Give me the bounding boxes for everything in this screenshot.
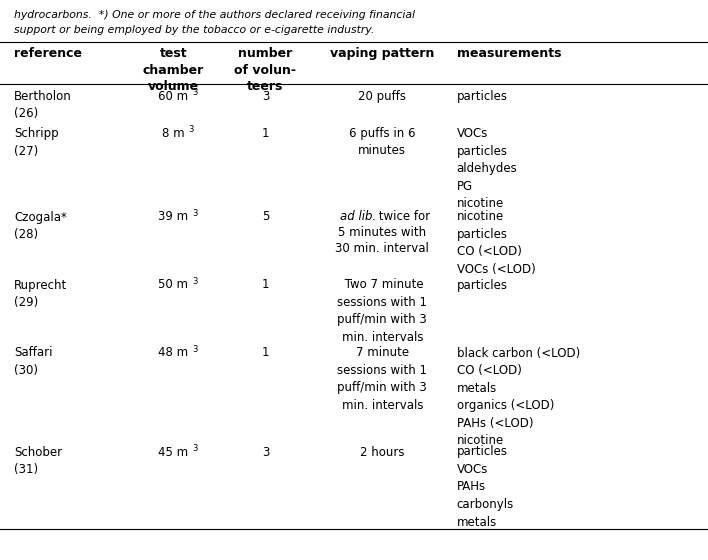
Text: support or being employed by the tobacco or e-cigarette industry.: support or being employed by the tobacco… [14, 25, 375, 35]
Text: particles: particles [457, 90, 508, 103]
Text: Ruprecht
(29): Ruprecht (29) [14, 278, 67, 309]
Text: 3: 3 [193, 208, 198, 217]
Text: 20 puffs: 20 puffs [358, 90, 406, 103]
Text: 3: 3 [188, 125, 193, 134]
Text: nicotine
particles
CO (<LOD)
VOCs (<LOD): nicotine particles CO (<LOD) VOCs (<LOD) [457, 211, 535, 276]
Text: twice for: twice for [375, 211, 430, 223]
Text: Two 7 minute
sessions with 1
puff/min with 3
min. intervals: Two 7 minute sessions with 1 puff/min wi… [337, 278, 428, 344]
Text: 1: 1 [262, 347, 269, 360]
Text: 1: 1 [262, 127, 269, 140]
Text: Schripp
(27): Schripp (27) [14, 127, 59, 157]
Text: reference: reference [14, 47, 82, 60]
Text: 60 m: 60 m [159, 90, 188, 103]
Text: 5: 5 [262, 211, 269, 223]
Text: 30 min. interval: 30 min. interval [336, 241, 429, 254]
Text: 3: 3 [193, 444, 198, 452]
Text: VOCs
particles
aldehydes
PG
nicotine: VOCs particles aldehydes PG nicotine [457, 127, 518, 210]
Text: vaping pattern: vaping pattern [330, 47, 435, 60]
Text: Saffari
(30): Saffari (30) [14, 347, 52, 377]
Text: 6 puffs in 6
minutes: 6 puffs in 6 minutes [349, 127, 416, 157]
Text: 3: 3 [193, 344, 198, 353]
Text: 45 m: 45 m [159, 446, 188, 459]
Text: test
chamber
volume: test chamber volume [143, 47, 204, 93]
Text: 7 minute
sessions with 1
puff/min with 3
min. intervals: 7 minute sessions with 1 puff/min with 3… [337, 347, 428, 412]
Text: black carbon (<LOD)
CO (<LOD)
metals
organics (<LOD)
PAHs (<LOD)
nicotine: black carbon (<LOD) CO (<LOD) metals org… [457, 347, 580, 447]
Text: measurements: measurements [457, 47, 561, 60]
Text: hydrocarbons.  *) One or more of the authors declared receiving financial: hydrocarbons. *) One or more of the auth… [14, 10, 415, 20]
Text: Bertholon
(26): Bertholon (26) [14, 90, 72, 120]
Text: number
of volun-
teers: number of volun- teers [234, 47, 297, 93]
Text: particles
VOCs
PAHs
carbonyls
metals: particles VOCs PAHs carbonyls metals [457, 446, 514, 529]
Text: 3: 3 [193, 88, 198, 97]
Text: 3: 3 [262, 90, 269, 103]
Text: 48 m: 48 m [159, 347, 188, 360]
Text: Schober
(31): Schober (31) [14, 446, 62, 476]
Text: 50 m: 50 m [159, 278, 188, 292]
Text: 3: 3 [262, 446, 269, 459]
Text: particles: particles [457, 278, 508, 292]
Text: 39 m: 39 m [159, 211, 188, 223]
Text: 1: 1 [262, 278, 269, 292]
Text: 8 m: 8 m [162, 127, 185, 140]
Text: 5 minutes with: 5 minutes with [338, 226, 426, 239]
Text: 2 hours: 2 hours [360, 446, 404, 459]
Text: ad lib.: ad lib. [340, 211, 376, 223]
Text: Czogala*
(28): Czogala* (28) [14, 211, 67, 241]
Text: 3: 3 [193, 277, 198, 286]
